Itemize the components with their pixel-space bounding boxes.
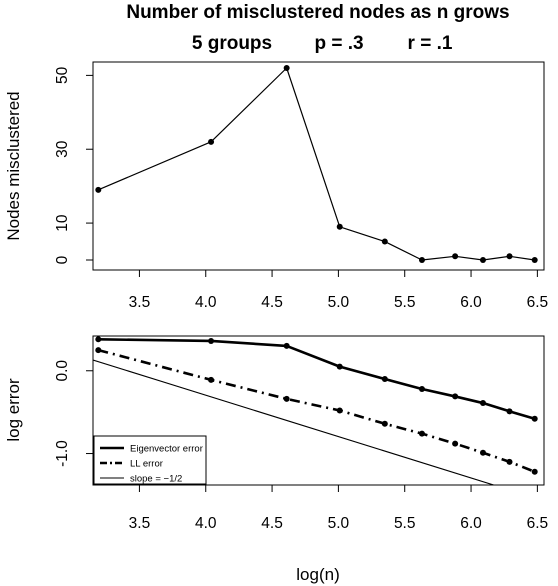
data-point (208, 138, 215, 145)
bottom-plot-frame (92, 335, 545, 486)
series-line-eigenvector-error (98, 338, 536, 421)
data-point (479, 400, 486, 407)
data-point (336, 407, 343, 414)
x-tick-label: 5.5 (394, 515, 416, 532)
chart-subtitle-groups: 5 groups (192, 33, 272, 54)
data-point (506, 408, 513, 415)
data-point (283, 395, 290, 402)
y-tick-label: 0.0 (54, 360, 71, 382)
x-axis-label: log(n) (296, 565, 339, 584)
chart-title: Number of misclustered nodes as n grows (126, 2, 509, 23)
data-point (381, 238, 388, 245)
data-point (531, 415, 538, 422)
legend-box (93, 435, 207, 485)
x-tick-label: 6.0 (460, 294, 482, 311)
legend-label: LL error (130, 459, 163, 470)
data-point (418, 385, 425, 392)
reference-line-slope (93, 359, 496, 485)
series-line-misclustered (98, 67, 535, 261)
data-point (418, 430, 425, 437)
data-point (452, 393, 459, 400)
x-tick-label: 5.5 (394, 294, 416, 311)
y-tick-label: 10 (54, 214, 71, 232)
data-point (531, 257, 538, 263)
x-tick-label: 3.5 (129, 294, 151, 311)
x-tick-label: 5.0 (328, 515, 350, 532)
top-y-axis-label: Nodes misclustered (4, 91, 23, 240)
top-plot-frame (92, 61, 545, 271)
legend-label: slope = −1/2 (130, 474, 182, 485)
data-point (479, 449, 486, 456)
data-point (452, 440, 459, 447)
data-point (283, 342, 290, 349)
y-tick-label: -1.0 (54, 440, 71, 467)
data-point (452, 253, 459, 260)
data-point (506, 458, 513, 465)
x-tick-label: 4.5 (261, 515, 283, 532)
data-point (95, 347, 102, 354)
data-point (381, 376, 388, 383)
data-point (381, 420, 388, 427)
data-point (283, 65, 290, 71)
x-tick-label: 4.0 (195, 294, 217, 311)
data-point (208, 337, 215, 344)
data-point (506, 253, 513, 260)
data-point (95, 336, 102, 343)
data-point (418, 257, 425, 263)
chart-subtitle-p: p = .3 (314, 33, 363, 54)
x-tick-label: 6.0 (460, 515, 482, 532)
data-point (208, 376, 215, 383)
series-line-ll-error (97, 348, 536, 473)
legend-label: Eigenvector error (130, 444, 203, 455)
x-tick-label: 6.5 (527, 294, 549, 311)
x-tick-label: 4.5 (261, 294, 283, 311)
x-tick-label: 4.0 (195, 515, 217, 532)
y-tick-label: 30 (54, 140, 71, 158)
x-tick-label: 5.0 (328, 294, 350, 311)
bottom-y-axis-label: log error (4, 378, 23, 442)
y-tick-label: 0 (54, 255, 71, 264)
data-point (95, 186, 102, 193)
data-point (336, 223, 343, 230)
data-point (479, 257, 486, 263)
y-tick-label: 50 (54, 66, 71, 84)
chart-subtitle-r: r = .1 (408, 33, 453, 54)
x-tick-label: 6.5 (527, 515, 549, 532)
x-tick-label: 3.5 (129, 515, 151, 532)
data-point (336, 363, 343, 370)
data-point (531, 468, 538, 475)
